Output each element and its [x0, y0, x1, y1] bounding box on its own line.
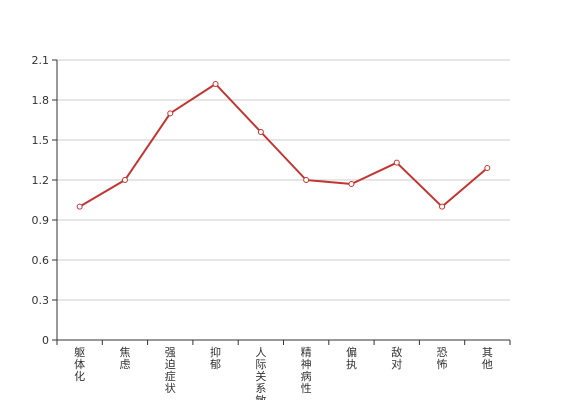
x-category-label: 其他 — [482, 346, 493, 371]
y-tick-label: 0 — [42, 334, 49, 347]
data-point[interactable] — [393, 159, 400, 166]
data-point[interactable] — [348, 181, 355, 187]
y-tick-label: 2.1 — [32, 54, 50, 67]
series-polyline — [79, 83, 488, 208]
x-category-label: 抑郁 — [210, 345, 221, 371]
y-tick-label: 1.5 — [32, 134, 50, 147]
y-tick-label: 0.9 — [32, 214, 50, 227]
x-category-label: 恐怖 — [437, 346, 448, 371]
y-axis-tick-labels: 0 0.3 0.6 0.9 1.2 1.5 1.8 2.1 — [32, 54, 50, 347]
axes — [52, 59, 511, 345]
x-category-label: 人际关系敏感 — [255, 346, 266, 400]
y-tick-label: 0.6 — [32, 254, 50, 267]
data-point[interactable] — [212, 81, 219, 87]
y-tick-label: 1.2 — [32, 174, 50, 187]
x-category-label: 偏执 — [346, 345, 357, 371]
x-category-label: 躯体化 — [74, 346, 85, 383]
x-category-label: 精神病性 — [301, 346, 312, 395]
y-tick-label: 0.3 — [32, 294, 50, 307]
x-category-label: 强迫症状 — [165, 346, 176, 395]
data-points — [76, 81, 491, 210]
data-point[interactable] — [303, 177, 310, 183]
data-point[interactable] — [167, 110, 174, 117]
data-point[interactable] — [76, 203, 83, 210]
x-category-label: 敌对 — [391, 345, 402, 371]
series-line — [79, 83, 488, 208]
grid-lines — [57, 59, 510, 301]
data-point[interactable] — [257, 129, 264, 135]
data-point[interactable] — [439, 203, 446, 210]
x-category-label: 焦虑 — [119, 346, 130, 371]
x-axis-category-labels: 躯体化 焦虑 强迫症状 抑郁 人际关系敏感 精神病性 偏执 敌对 恐怖 其他 — [74, 345, 493, 400]
data-point[interactable] — [484, 165, 491, 171]
data-point[interactable] — [121, 177, 128, 183]
y-tick-label: 1.8 — [32, 94, 50, 107]
